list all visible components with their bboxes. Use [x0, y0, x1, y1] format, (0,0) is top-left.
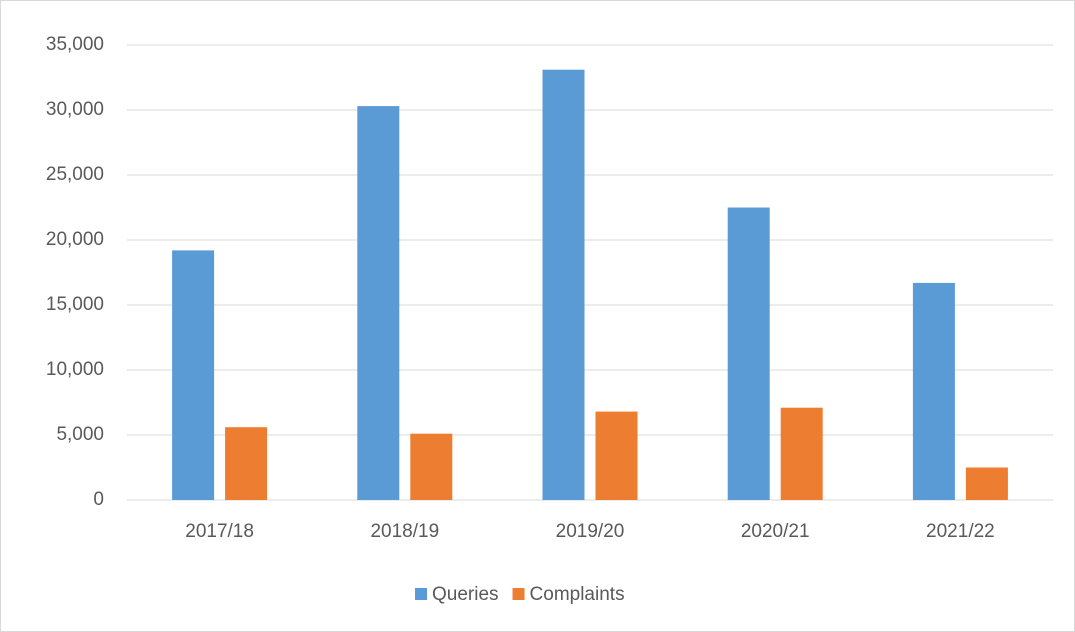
- x-tick-label: 2018/19: [370, 521, 439, 542]
- bar: [965, 467, 1008, 500]
- bar: [225, 427, 268, 500]
- bar: [410, 433, 453, 500]
- y-tick-label: 5,000: [56, 424, 104, 445]
- y-tick-label: 10,000: [46, 359, 104, 380]
- legend-swatch: [512, 588, 525, 600]
- y-tick-label: 0: [93, 489, 104, 510]
- x-tick-label: 2017/18: [185, 521, 254, 542]
- x-tick-label: 2020/21: [741, 521, 810, 542]
- bar: [912, 282, 955, 500]
- bar: [542, 69, 585, 500]
- legend-label: Complaints: [530, 584, 625, 605]
- y-tick-label: 25,000: [46, 164, 104, 185]
- legend-swatch: [415, 588, 427, 600]
- y-tick-label: 20,000: [46, 229, 104, 250]
- legend-label: Queries: [432, 584, 499, 605]
- bar: [357, 106, 400, 500]
- x-tick-label: 2019/20: [556, 521, 625, 542]
- x-tick-label: 2021/22: [926, 521, 995, 542]
- bar: [595, 411, 638, 500]
- y-tick-label: 15,000: [46, 294, 104, 315]
- y-tick-label: 35,000: [46, 34, 104, 55]
- bar: [172, 250, 215, 500]
- bar: [780, 407, 823, 500]
- y-tick-label: 30,000: [46, 99, 104, 120]
- bar: [727, 207, 770, 500]
